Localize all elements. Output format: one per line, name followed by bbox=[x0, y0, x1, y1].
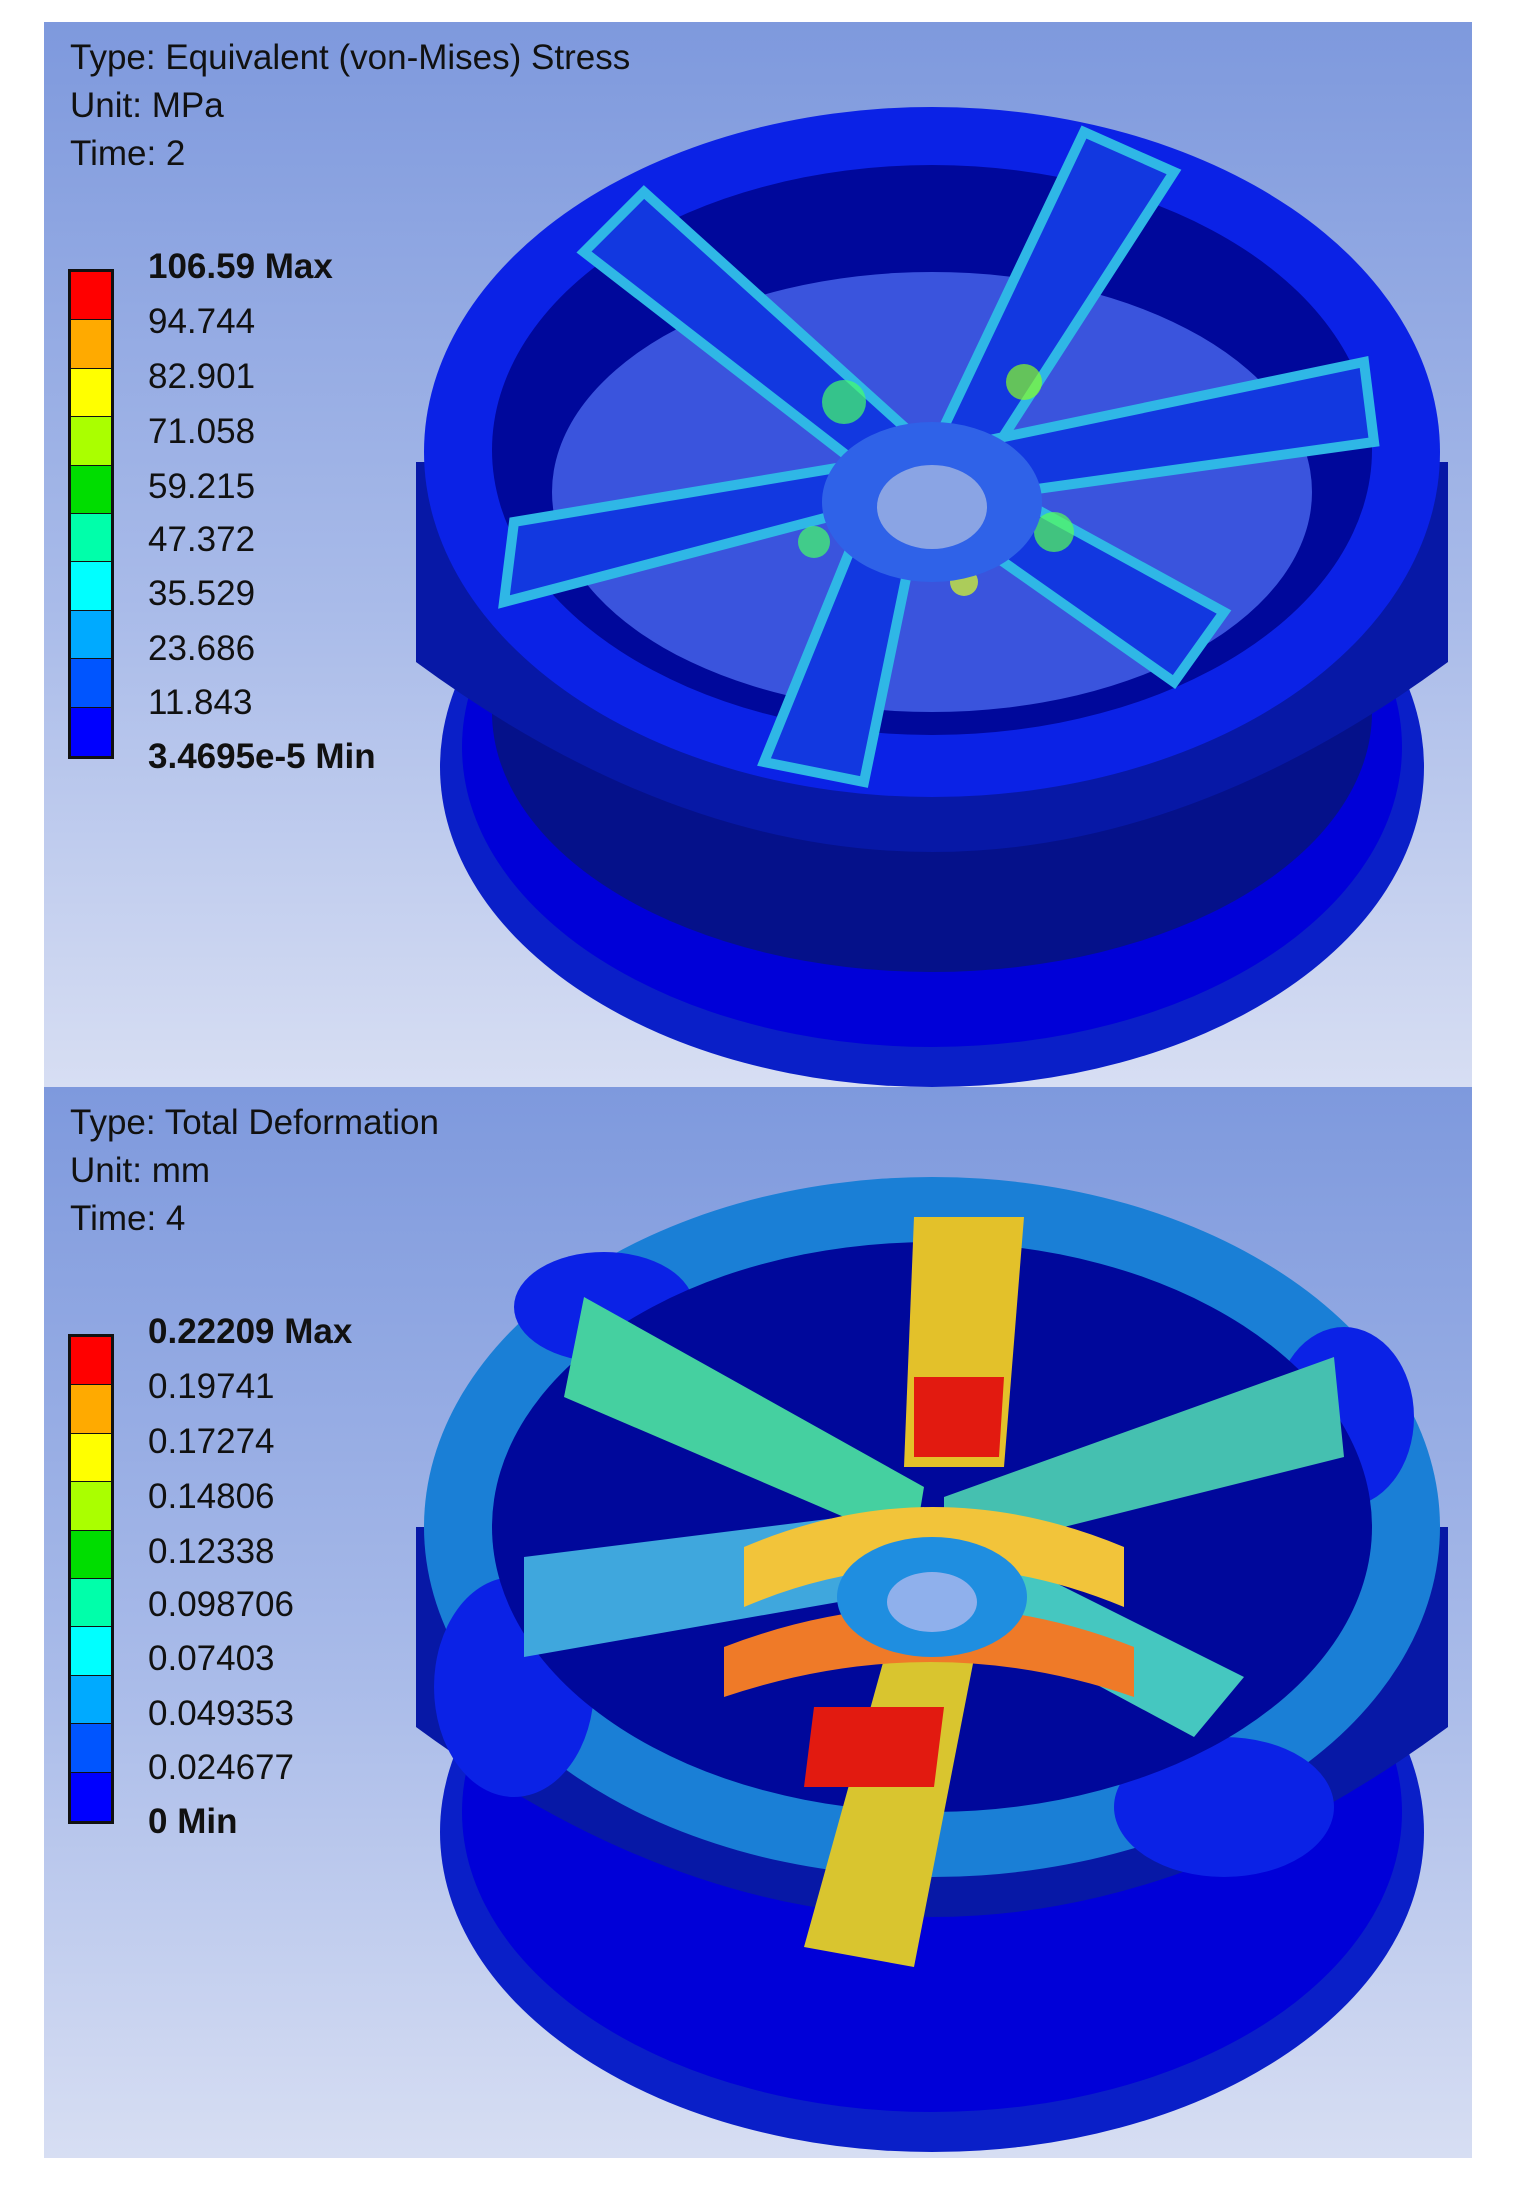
stress-result-viewport[interactable]: Type: Equivalent (von-Mises) Stress Unit… bbox=[44, 22, 1472, 1087]
legend-level-label: 35.529 bbox=[148, 574, 256, 613]
legend-level-label: 0.07403 bbox=[148, 1639, 275, 1678]
hub-bore bbox=[887, 1572, 977, 1632]
result-time: Time: 2 bbox=[70, 134, 186, 173]
wheel-deformation-model[interactable] bbox=[44, 1087, 1472, 2158]
legend-level-label: 82.901 bbox=[148, 357, 256, 396]
legend-band bbox=[71, 1772, 111, 1821]
legend-level-label: 0.024677 bbox=[148, 1748, 294, 1787]
legend-band bbox=[71, 1675, 111, 1725]
result-info: Type: Equivalent (von-Mises) Stress Unit… bbox=[70, 34, 630, 178]
legend-level-label: 47.372 bbox=[148, 520, 256, 559]
result-unit: Unit: MPa bbox=[70, 86, 224, 125]
wheel-stress-model[interactable] bbox=[44, 22, 1472, 1087]
legend-band bbox=[71, 465, 111, 514]
legend-band bbox=[71, 1724, 111, 1773]
legend-band bbox=[71, 707, 111, 756]
result-type: Type: Total Deformation bbox=[70, 1103, 439, 1142]
legend-level-label: 11.843 bbox=[148, 683, 253, 722]
legend-band bbox=[71, 1433, 111, 1483]
legend-band bbox=[71, 1530, 111, 1579]
legend-band bbox=[71, 272, 111, 321]
legend-band bbox=[71, 417, 111, 466]
legend-color-bar bbox=[68, 269, 114, 759]
legend-level-label: 23.686 bbox=[148, 629, 256, 668]
legend-level-label: 0.049353 bbox=[148, 1694, 294, 1733]
legend-level-label: 59.215 bbox=[148, 467, 256, 506]
legend-min-label: 3.4695e-5 Min bbox=[148, 737, 376, 776]
legend-level-label: 0.19741 bbox=[148, 1367, 275, 1406]
result-time: Time: 4 bbox=[70, 1199, 186, 1238]
legend-level-label: 94.744 bbox=[148, 302, 256, 341]
legend-level-label: 0.12338 bbox=[148, 1532, 275, 1571]
legend-band bbox=[71, 610, 111, 660]
legend-max-label: 0.22209 Max bbox=[148, 1312, 353, 1351]
legend-band bbox=[71, 1385, 111, 1434]
legend-band bbox=[71, 1578, 111, 1628]
legend-band bbox=[71, 562, 111, 611]
legend-level-label: 71.058 bbox=[148, 412, 256, 451]
result-unit: Unit: mm bbox=[70, 1151, 210, 1190]
legend-level-label: 0.17274 bbox=[148, 1422, 275, 1461]
legend-level-label: 0.098706 bbox=[148, 1585, 294, 1624]
hub-bore bbox=[877, 465, 987, 549]
legend-level-label: 0.14806 bbox=[148, 1477, 275, 1516]
legend-band bbox=[71, 659, 111, 708]
legend-band bbox=[71, 368, 111, 418]
legend-min-label: 0 Min bbox=[148, 1802, 238, 1841]
legend-band bbox=[71, 513, 111, 563]
legend-color-bar bbox=[68, 1334, 114, 1824]
result-info: Type: Total Deformation Unit: mm Time: 4 bbox=[70, 1099, 439, 1243]
deformation-result-viewport[interactable]: Type: Total Deformation Unit: mm Time: 4… bbox=[44, 1087, 1472, 2158]
legend-band bbox=[71, 320, 111, 369]
legend-band bbox=[71, 1627, 111, 1676]
legend-max-label: 106.59 Max bbox=[148, 247, 333, 286]
result-type: Type: Equivalent (von-Mises) Stress bbox=[70, 38, 631, 77]
legend-band bbox=[71, 1482, 111, 1531]
legend-band bbox=[71, 1337, 111, 1386]
